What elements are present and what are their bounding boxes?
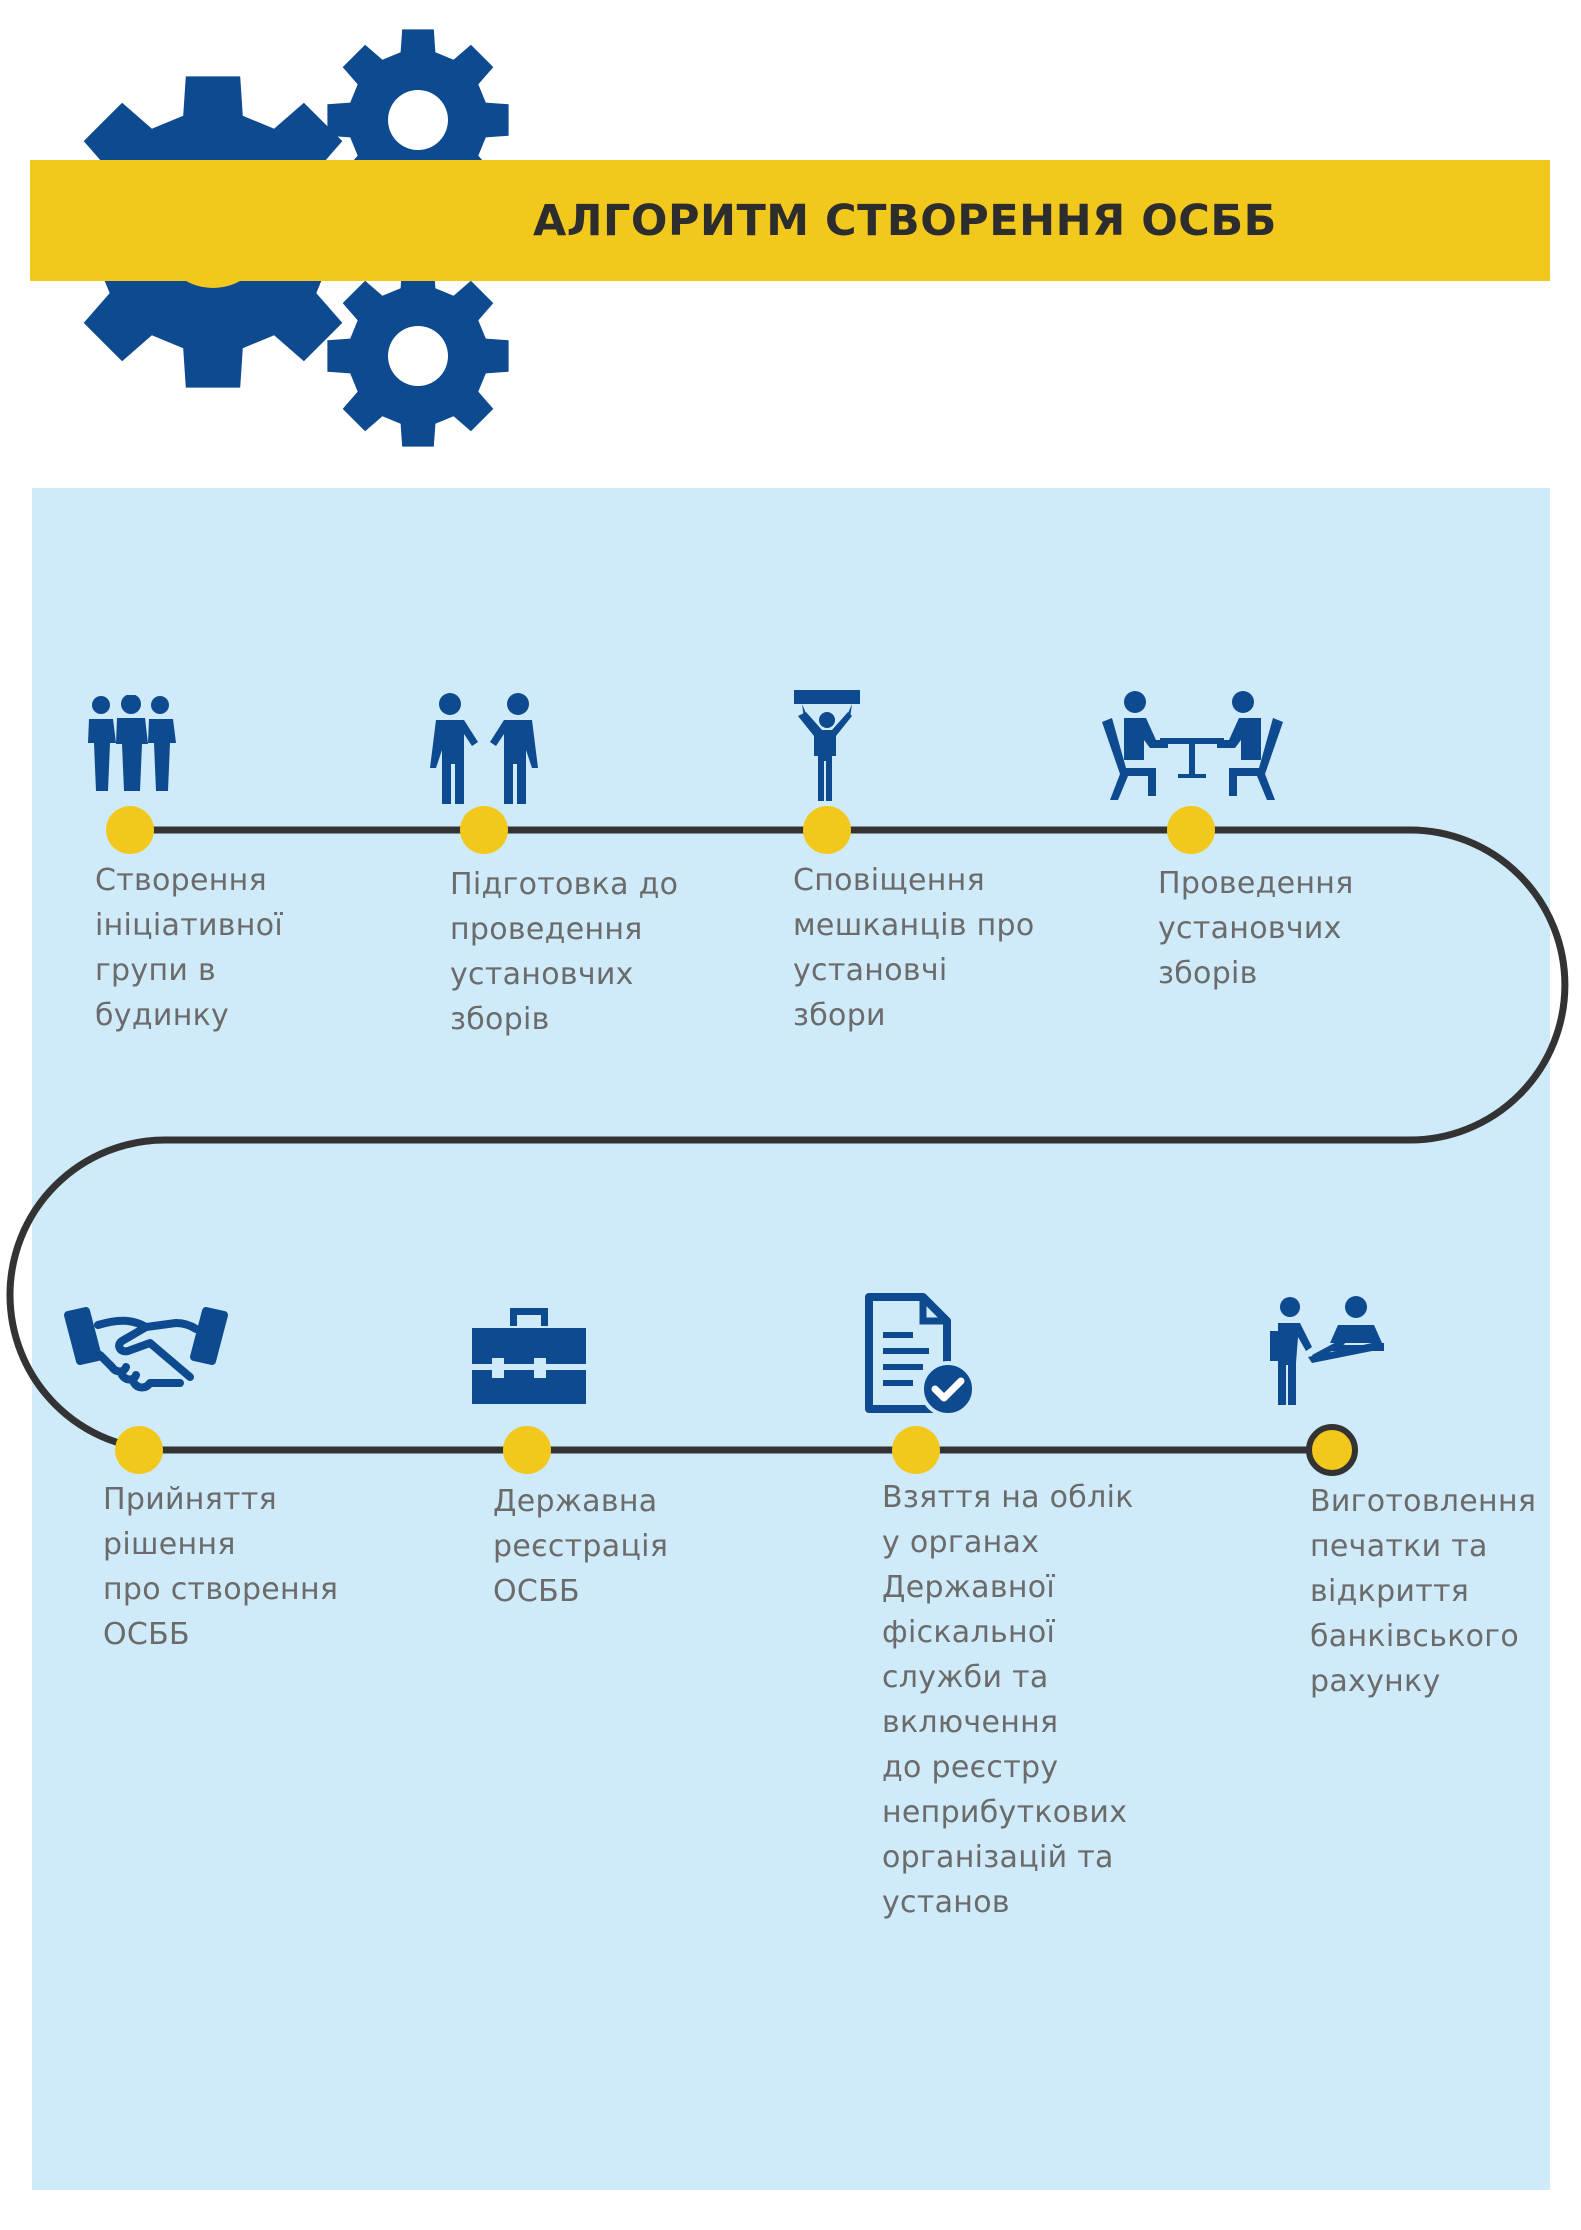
- step-3-marker: [803, 806, 851, 854]
- step-5-marker: [115, 1426, 163, 1474]
- title-banner: [30, 160, 1550, 281]
- step-8-end-marker: [1306, 1424, 1358, 1476]
- step-2-marker: [460, 806, 508, 854]
- page-title: АЛГОРИТМ СТВОРЕННЯ ОСББ: [533, 195, 1277, 246]
- step-1-label: Створення ініціативної групи в будинку: [95, 863, 283, 1033]
- step-4-label: Проведення установчих зборів: [1158, 866, 1354, 991]
- step-8-label: Виготовлення печатки та відкриття банків…: [1310, 1484, 1537, 1699]
- step-1-marker: [106, 806, 154, 854]
- step-5-label: Прийняття рішення про створення ОСББ: [103, 1482, 339, 1652]
- two-people-talking-icon: [430, 693, 538, 804]
- step-4-marker: [1167, 806, 1215, 854]
- gear-bottom-hole: [388, 326, 448, 386]
- step-7-label: Взяття на облік у органах Державної фіск…: [882, 1480, 1134, 1920]
- person-holding-banner-icon: [794, 690, 860, 801]
- people-at-desk-icon: [1270, 1296, 1384, 1405]
- meeting-at-table-icon: [1102, 691, 1283, 800]
- briefcase-icon: [472, 1308, 586, 1404]
- step-6-label: Державна реєстрація ОСББ: [493, 1484, 669, 1609]
- step-2-label: Підготовка до проведення установчих збор…: [450, 867, 679, 1037]
- track-line: [6, 826, 1569, 1454]
- small-gear-bottom-icon: [327, 265, 509, 447]
- step-7-marker: [892, 1426, 940, 1474]
- step-6-marker: [503, 1426, 551, 1474]
- gear-top-hole: [388, 90, 448, 150]
- group-people-icon: [88, 695, 176, 791]
- handshake-icon: [64, 1307, 228, 1392]
- step-3-label: Сповіщення мешканців про установчі збори: [793, 863, 1035, 1033]
- document-check-icon: [865, 1293, 976, 1417]
